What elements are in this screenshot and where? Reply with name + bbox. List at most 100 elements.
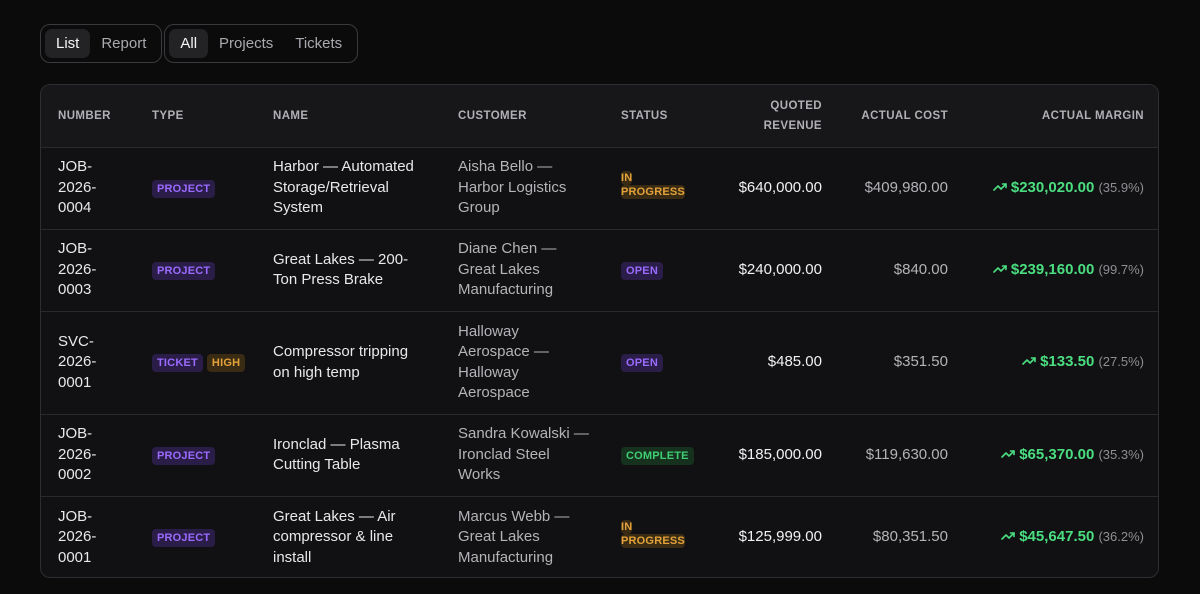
trending-up-icon xyxy=(1022,357,1036,366)
status: IN PROGRESS xyxy=(621,147,716,229)
job-name-line: Ironclad — Plasma xyxy=(273,435,400,453)
job-name-line: install xyxy=(273,548,312,566)
trending-up-icon xyxy=(1001,449,1016,458)
job-name[interactable]: Ironclad — Plasma Cutting Table xyxy=(273,414,458,496)
customer: Aisha Bello — Harbor Logistics Group xyxy=(458,147,621,229)
quoted-revenue: $240,000.00 xyxy=(738,260,822,278)
customer-line: Manufacturing xyxy=(458,281,554,299)
job-name-line: compressor & line xyxy=(273,528,394,545)
header-quoted-revenue[interactable]: QUOTED REVENUE xyxy=(716,85,822,147)
status-badge-line: IN xyxy=(621,170,633,185)
job-type: PROJECT xyxy=(152,496,273,577)
job-number-line: 2026- xyxy=(58,260,97,278)
job-number[interactable]: JOB- 2026- 0003 xyxy=(41,229,152,311)
job-number[interactable]: JOB- 2026- 0004 xyxy=(41,147,152,229)
status-badge: COMPLETE xyxy=(621,446,694,465)
header-type[interactable]: TYPE xyxy=(152,109,184,122)
tab-report[interactable]: Report xyxy=(101,35,147,52)
trending-up-icon xyxy=(1001,532,1016,540)
header-actual-cost[interactable]: ACTUAL COST xyxy=(861,109,948,122)
customer-line: Harbor Logistics xyxy=(458,178,567,196)
customer-line: Works xyxy=(458,466,501,484)
job-number-line: JOB- xyxy=(58,425,93,443)
margin-percent: (35.3%) xyxy=(1098,446,1144,462)
header-actual-margin[interactable]: ACTUAL MARGIN xyxy=(1041,109,1144,122)
margin-value: $133.50 xyxy=(1040,353,1095,371)
filter-projects[interactable]: Projects xyxy=(219,35,274,52)
table-row[interactable]: JOB- 2026- 0004 PROJECT Harbor — Automated… xyxy=(41,147,1158,229)
customer: Marcus Webb — Great Lakes Manufacturing xyxy=(458,496,621,577)
job-name[interactable]: Harbor — Automated Storage/Retrieval Syste… xyxy=(273,147,458,229)
job-type: PROJECT xyxy=(152,414,273,496)
actual-margin: $230,020.00 (35.9%) xyxy=(948,147,1158,229)
status: IN PROGRESS xyxy=(621,496,716,577)
status-badge: OPEN xyxy=(621,261,663,280)
margin-percent: (35.9%) xyxy=(1098,179,1144,195)
header-number[interactable]: NUMBER xyxy=(58,109,111,122)
filter-all[interactable]: All xyxy=(169,29,209,58)
job-number[interactable]: JOB- 2026- 0002 xyxy=(41,414,152,496)
job-number-line: 0002 xyxy=(58,466,92,484)
actual-cost: $351.50 xyxy=(893,353,948,371)
actual-cost: $80,351.50 xyxy=(872,528,948,545)
customer-line: Group xyxy=(458,199,500,217)
job-number-line: 2026- xyxy=(58,353,97,371)
job-number[interactable]: SVC- 2026- 0001 xyxy=(41,311,152,414)
margin-value: $239,160.00 xyxy=(1010,260,1095,278)
type-badge: PROJECT xyxy=(152,446,216,465)
status-badge-line: PROGRESS xyxy=(621,184,685,199)
job-name-line: System xyxy=(273,199,324,217)
job-name-line: Compressor tripping xyxy=(273,343,409,360)
type-badge: PROJECT xyxy=(152,179,216,198)
toolbar: List Report All Projects Tickets xyxy=(40,24,359,63)
type-badge: PROJECT xyxy=(152,529,216,547)
job-name-line: Great Lakes — 200- xyxy=(273,250,409,268)
header-customer[interactable]: CUSTOMER xyxy=(458,109,527,122)
trending-up-icon xyxy=(993,182,1007,191)
type-badge: TICKET xyxy=(152,354,203,373)
margin-percent: (99.7%) xyxy=(1098,261,1144,277)
job-name[interactable]: Great Lakes — 200- Ton Press Brake xyxy=(273,229,458,311)
job-name-line: Great Lakes — Air xyxy=(273,507,396,525)
job-name[interactable]: Great Lakes — Air compressor & line instal… xyxy=(273,496,458,577)
filter-toggle: All Projects Tickets xyxy=(164,24,359,63)
margin-value: $65,370.00 xyxy=(1019,445,1095,463)
job-type: PROJECT xyxy=(152,229,273,311)
customer-line: Ironclad Steel xyxy=(458,445,550,463)
customer: Sandra Kowalski — Ironclad Steel Works xyxy=(458,414,621,496)
status: OPEN xyxy=(621,229,716,311)
filter-tickets[interactable]: Tickets xyxy=(295,35,343,52)
customer: Halloway Aerospace — Halloway Aerospace xyxy=(458,311,621,414)
header-quoted-revenue-line2: REVENUE xyxy=(763,119,822,132)
type-badge: PROJECT xyxy=(152,261,216,280)
actual-cost: $840.00 xyxy=(893,260,948,278)
job-number-line: 2026- xyxy=(58,528,97,545)
actual-margin: $45,647.50 (36.2%) xyxy=(948,496,1158,577)
table-row[interactable]: JOB- 2026- 0002 PROJECT Ironclad — Plasma C… xyxy=(41,414,1158,496)
table-row[interactable]: SVC- 2026- 0001 TICKET HIGH Compressor trip… xyxy=(41,311,1158,414)
header-status[interactable]: STATUS xyxy=(621,109,668,122)
table-row[interactable]: JOB- 2026- 0001 PROJECT Great Lakes — Air c… xyxy=(41,496,1158,577)
job-number-line: JOB- xyxy=(58,158,93,176)
job-number-line: JOB- xyxy=(58,507,93,525)
job-number-line: 2026- xyxy=(58,178,97,196)
margin-percent: (27.5%) xyxy=(1098,354,1144,370)
tab-list[interactable]: List xyxy=(45,29,91,58)
job-type: TICKET HIGH xyxy=(152,311,273,414)
customer-line: Marcus Webb — xyxy=(458,507,570,525)
margin-value: $45,647.50 xyxy=(1019,528,1095,545)
job-name-line: on high temp xyxy=(273,363,360,381)
margin-value: $230,020.00 xyxy=(1010,178,1095,196)
customer-line: Halloway xyxy=(458,322,519,340)
table-row[interactable]: JOB- 2026- 0003 PROJECT Great Lakes — 200-… xyxy=(41,229,1158,311)
header-name[interactable]: NAME xyxy=(273,109,309,122)
quoted-revenue: $640,000.00 xyxy=(738,178,822,196)
status-badge: IN PROGRESS xyxy=(621,170,685,199)
customer-line: Aisha Bello — xyxy=(458,158,553,176)
job-number-line: 0001 xyxy=(58,548,92,566)
customer-line: Manufacturing xyxy=(458,548,554,566)
status-badge-line: PROGRESS xyxy=(621,534,685,548)
job-number[interactable]: JOB- 2026- 0001 xyxy=(41,496,152,577)
job-number-line: 2026- xyxy=(58,445,97,463)
job-name[interactable]: Compressor tripping on high temp xyxy=(273,311,458,414)
